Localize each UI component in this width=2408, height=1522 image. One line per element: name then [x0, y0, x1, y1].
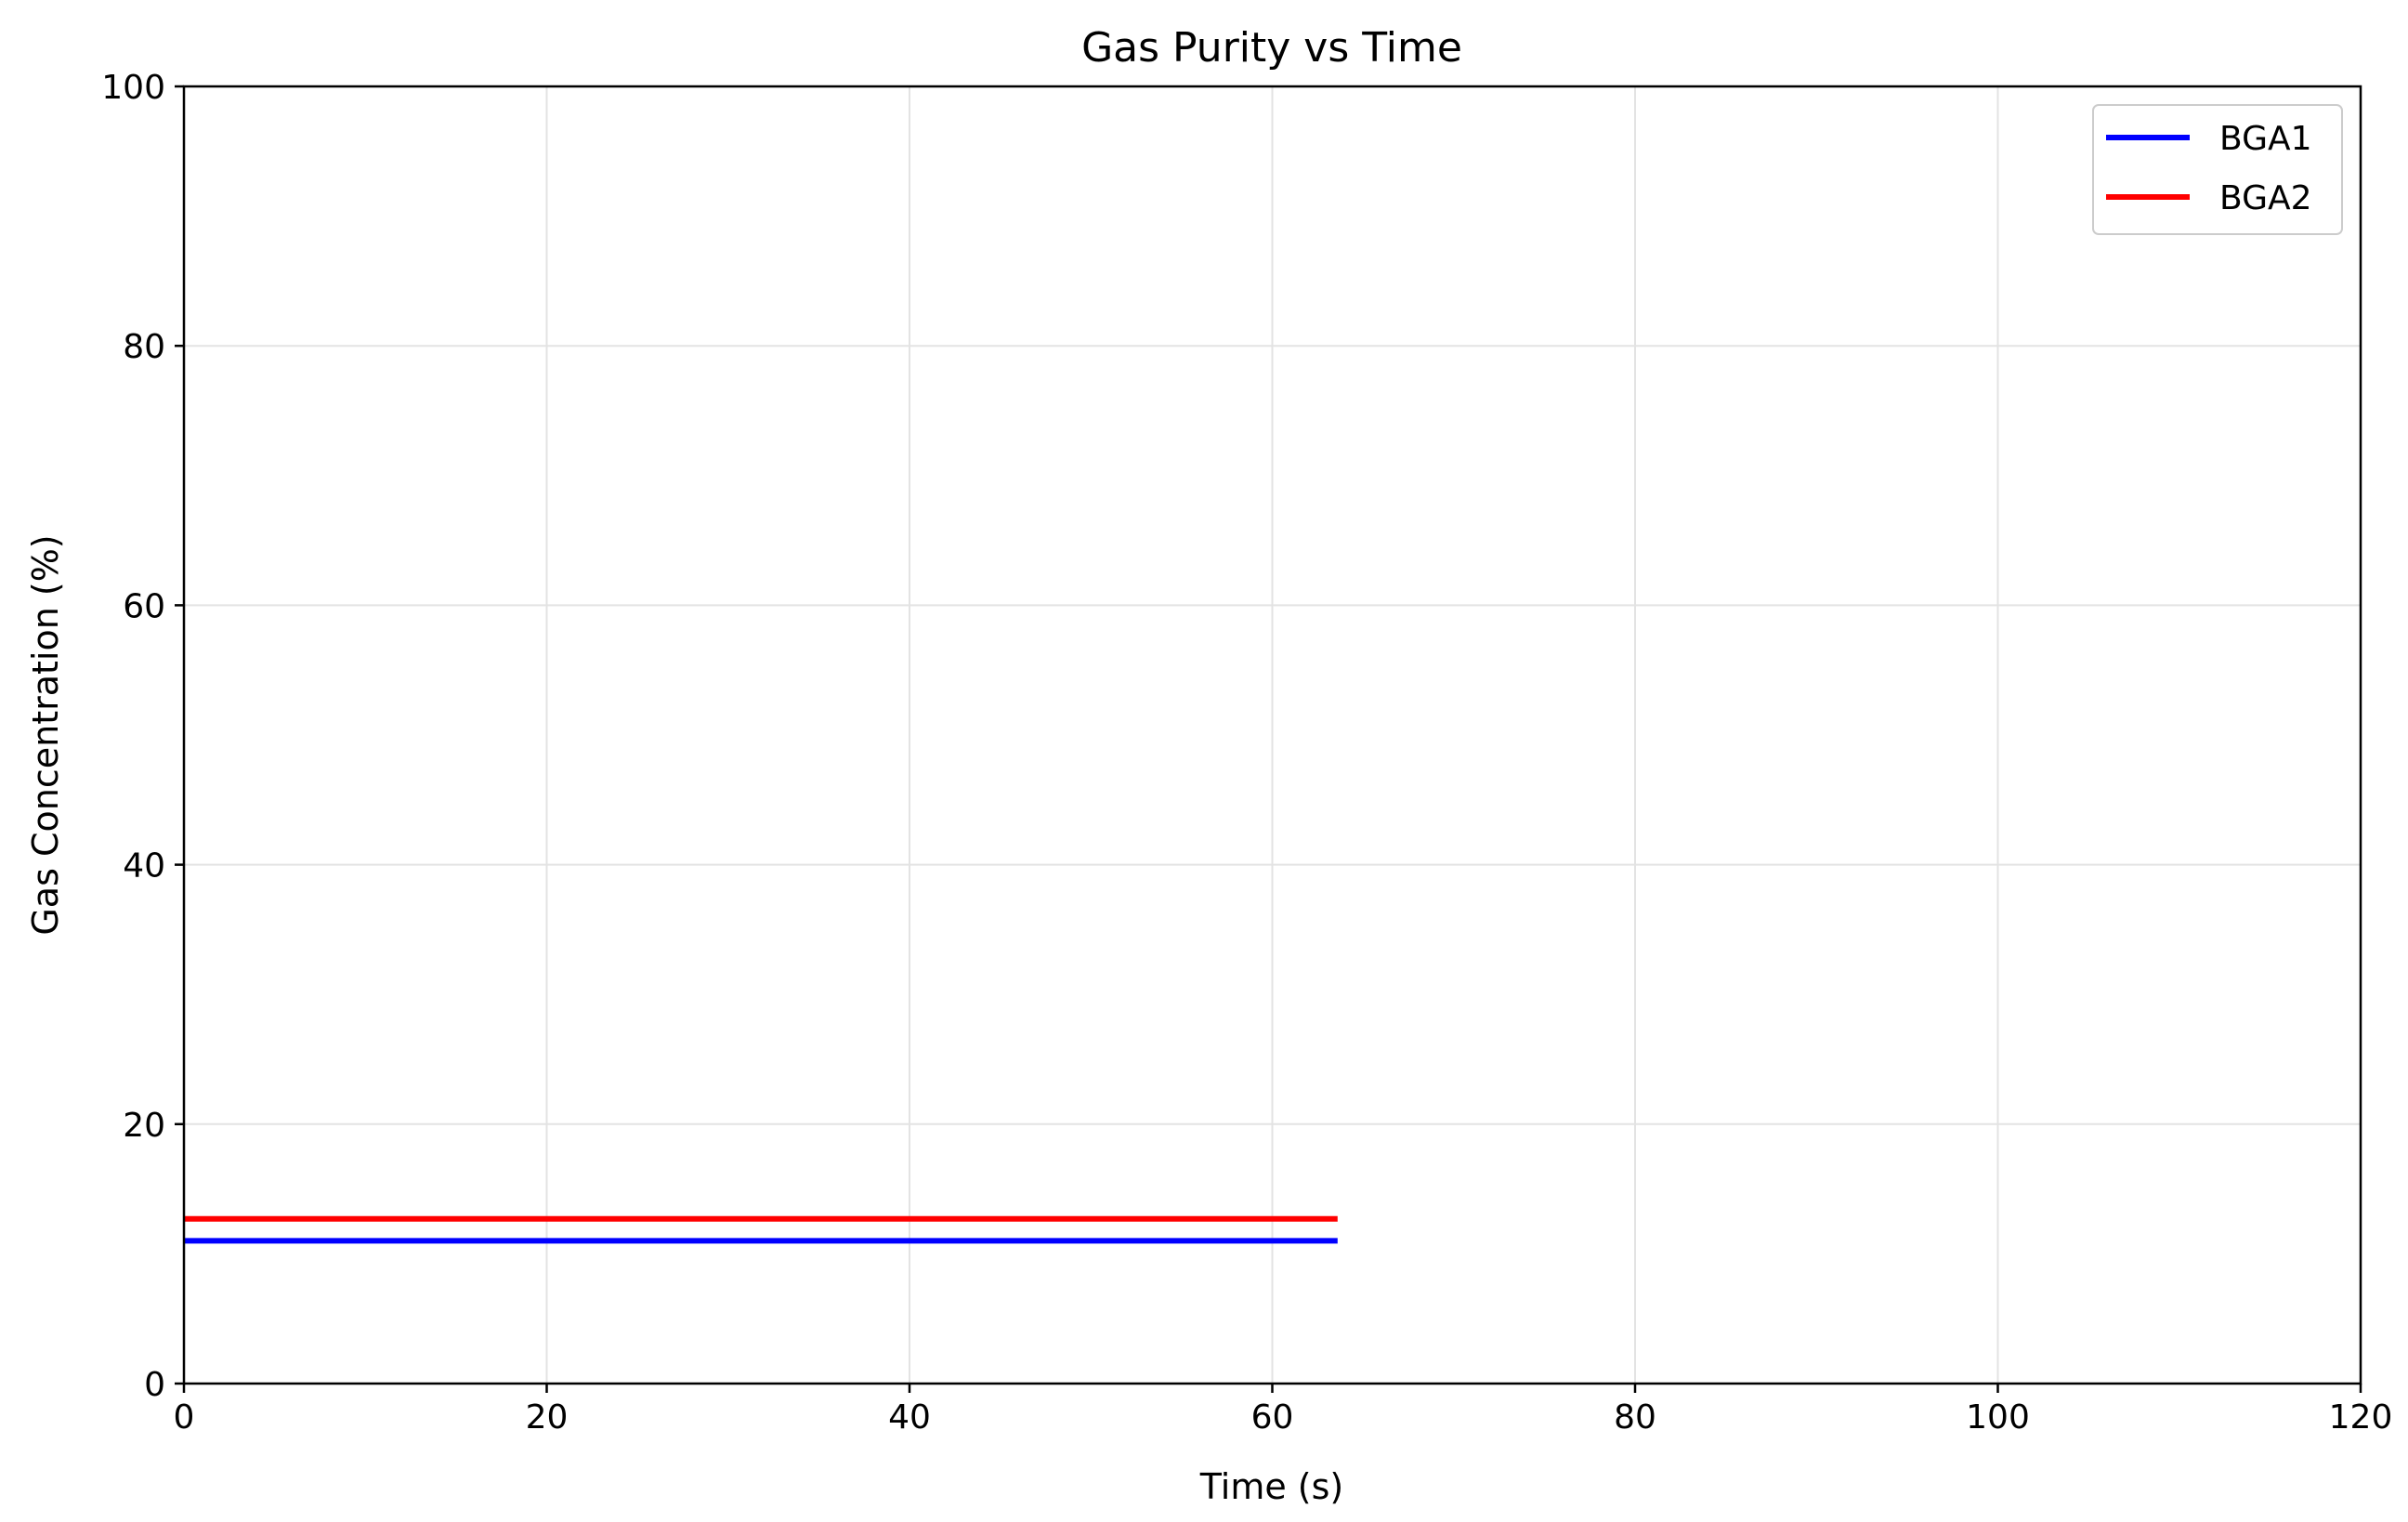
y-tick-label: 100 [101, 69, 165, 107]
y-tick-label: 80 [123, 328, 165, 366]
x-tick-label: 20 [526, 1398, 569, 1437]
x-tick-label: 60 [1251, 1398, 1294, 1437]
x-tick-label: 0 [174, 1398, 195, 1437]
legend: BGA1 BGA2 [2092, 104, 2343, 235]
x-tick-label: 40 [888, 1398, 931, 1437]
tick-layer: 0 20 40 60 80 100 120 0 20 40 60 80 100 [101, 69, 2392, 1437]
legend-label-bga1: BGA1 [2219, 120, 2312, 158]
y-tick-label: 60 [123, 587, 165, 625]
x-axis-label: Time (s) [1199, 1466, 1344, 1507]
y-tick-label: 20 [123, 1107, 165, 1145]
y-tick-label: 40 [123, 847, 165, 886]
series-layer [184, 1215, 1338, 1244]
y-axis-label: Gas Concentration (%) [25, 534, 66, 935]
x-tick-label: 120 [2329, 1398, 2393, 1437]
x-tick-label: 80 [1614, 1398, 1656, 1437]
chart-title: Gas Purity vs Time [1081, 24, 1462, 72]
legend-label-bga2: BGA2 [2219, 179, 2312, 217]
y-tick-label: 0 [144, 1366, 165, 1404]
x-tick-label: 100 [1966, 1398, 2030, 1437]
